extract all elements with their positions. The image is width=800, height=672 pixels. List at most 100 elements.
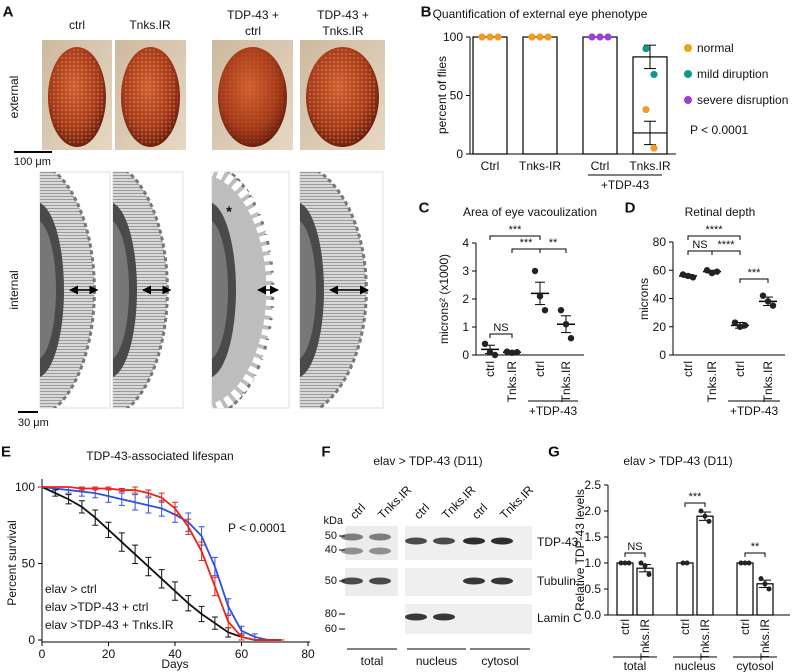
chart-title: Retinal depth <box>685 205 756 219</box>
error-bar <box>172 501 178 516</box>
y-tick-label: 1.0 <box>584 556 601 570</box>
bar <box>736 562 754 616</box>
error-bar <box>118 532 125 552</box>
data-point <box>567 335 575 342</box>
data-point <box>642 563 648 569</box>
data-point <box>544 33 552 41</box>
x-tick-label: ctrl <box>618 619 632 635</box>
data-point <box>503 348 511 355</box>
legend-marker <box>684 96 692 104</box>
data-point <box>738 560 744 566</box>
data-point <box>557 307 565 314</box>
blot-label: Tubulin <box>537 574 576 588</box>
x-tick-label: ctrl <box>533 361 547 377</box>
lamina-edge <box>300 221 316 359</box>
error-bar <box>185 518 192 535</box>
error-bar <box>78 500 85 514</box>
data-point <box>758 576 764 582</box>
group-label: cytosol <box>736 659 773 672</box>
data-point <box>708 269 716 277</box>
kda-marker: 50 <box>325 530 337 542</box>
chart-title: Area of eye vacoulization <box>463 205 597 219</box>
data-point <box>513 349 521 356</box>
band <box>405 537 427 545</box>
data-point <box>679 271 687 278</box>
error-bar <box>52 489 59 497</box>
data-point <box>478 33 486 41</box>
chart-title: elav > TDP-43 (D11) <box>623 454 732 468</box>
data-point <box>588 33 596 41</box>
significance-bracket <box>687 250 713 255</box>
significance-bracket <box>684 502 706 507</box>
error-bar <box>211 616 218 630</box>
data-point <box>746 560 752 566</box>
significance-label: **** <box>705 224 723 236</box>
x-axis-label: Days <box>161 657 188 671</box>
data-point <box>698 508 704 514</box>
eye-facets <box>123 49 178 145</box>
chart-title: TDP-43-associated lifespan <box>86 449 233 463</box>
y-tick-label: 100 <box>443 30 463 44</box>
row-label: internal <box>7 270 21 309</box>
bar <box>616 562 634 616</box>
group-label: +TDP-43 <box>730 404 779 418</box>
error-bar <box>118 488 125 493</box>
significance-label: ** <box>751 541 760 553</box>
column-label: ctrl <box>69 18 85 32</box>
legend-label: normal <box>697 41 734 55</box>
error-bar <box>132 544 139 564</box>
panel-letter: A <box>3 4 14 21</box>
kda-marker: 40 <box>325 544 337 556</box>
y-tick-label: 60 <box>653 263 667 277</box>
data-point <box>764 298 772 305</box>
eye-facets <box>308 49 377 145</box>
y-tick-label: 0 <box>462 348 469 362</box>
y-axis-label: percent of flies <box>435 56 449 134</box>
x-tick-label: ctrl <box>678 619 692 635</box>
band <box>369 533 391 541</box>
lamina-edge <box>212 221 228 359</box>
data-point <box>742 560 748 566</box>
kda-marker: 80 <box>325 608 337 620</box>
significance-label: *** <box>689 491 703 503</box>
y-tick-label: 40 <box>653 292 667 306</box>
data-point <box>680 560 686 566</box>
bar <box>472 36 508 155</box>
fraction-label: cytosol <box>481 654 518 668</box>
y-tick-label: 0 <box>28 633 35 647</box>
significance-bracket <box>711 250 741 255</box>
x-tick-label: 20 <box>102 647 116 661</box>
y-axis-label: microns² (x1000) <box>437 254 451 344</box>
column-label: TDP-43 + <box>227 8 279 22</box>
kda-label: kDa <box>323 515 343 527</box>
lamina-edge <box>40 221 56 359</box>
error-bar <box>105 521 112 538</box>
significance-bracket <box>539 248 567 253</box>
error-bar <box>145 556 152 577</box>
scale-bar-label: 100 μm <box>14 156 51 168</box>
x-tick-label: 80 <box>301 647 315 661</box>
x-tick-label: Ctrl <box>481 159 500 173</box>
bar <box>522 36 558 155</box>
panel-letter: C <box>419 200 430 217</box>
scale-bar-label: 30 μm <box>18 417 49 429</box>
bar <box>676 562 694 616</box>
blot-title: elav > TDP-43 (D11) <box>373 454 482 468</box>
significance-bracket <box>489 333 513 338</box>
data-point <box>536 33 544 41</box>
y-tick-label: 20 <box>653 320 667 334</box>
data-point <box>596 33 604 41</box>
data-point <box>706 518 712 524</box>
band <box>491 577 513 585</box>
data-point <box>650 70 658 79</box>
kda-marker: 50 <box>325 575 337 587</box>
significance-label: NS <box>627 541 642 553</box>
fraction-label: total <box>361 654 384 668</box>
error-bar <box>78 486 85 491</box>
band <box>491 537 513 545</box>
error-bar <box>158 492 165 503</box>
y-tick-label: 50 <box>450 89 464 103</box>
data-point <box>759 292 767 299</box>
panel-letter: B <box>421 4 432 21</box>
